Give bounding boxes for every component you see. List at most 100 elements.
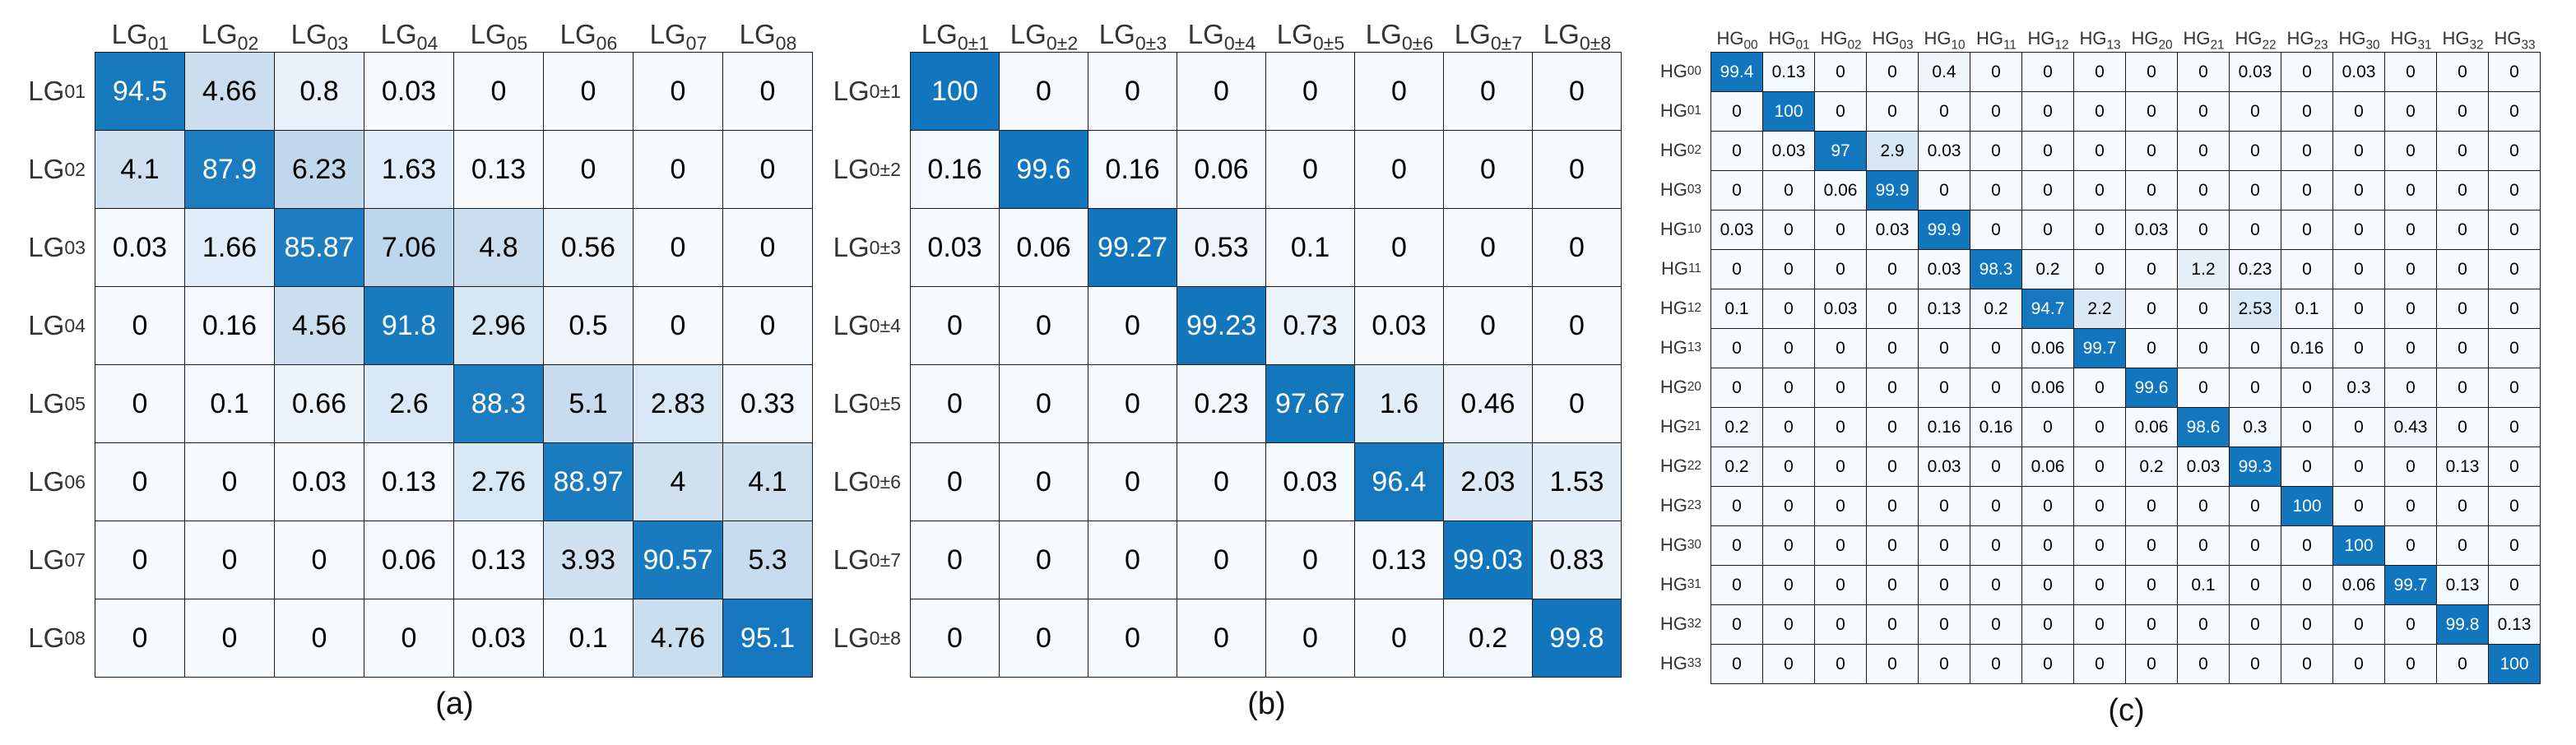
matrix-cell-HG03-HG21: 0	[2178, 171, 2229, 210]
matrix-cell-LG0±8-LG0±8: 99.8	[1533, 599, 1621, 677]
matrix-cell-HG21-HG22: 0.3	[2230, 408, 2281, 447]
matrix-cell-HG30-HG22: 0	[2230, 526, 2281, 565]
matrix-cell-HG00-HG11: 0	[1970, 53, 2021, 91]
col-header-LG07: LG07	[649, 19, 708, 54]
matrix-cell-HG01-HG31: 0	[2385, 92, 2436, 131]
matrix-cell-HG22-HG02: 0	[1815, 447, 1866, 486]
matrix-cell-HG21-HG01: 0	[1763, 408, 1814, 447]
column-headers-c: HG00 HG01 HG02 HG03 HG10 HG11 HG12 HG13 HG20 HG21…	[1711, 2, 2541, 52]
matrix-cell-HG31-HG30: 0.06	[2333, 566, 2384, 604]
matrix-cell-LG0±5-LG0±5: 97.67	[1266, 365, 1354, 442]
matrix-cell-LG08-LG03: 0	[275, 599, 364, 677]
matrix-cell-HG32-HG00: 0	[1711, 605, 1762, 644]
matrix-cell-HG20-HG02: 0	[1815, 368, 1866, 407]
matrix-cell-LG08-LG02: 0	[185, 599, 274, 677]
matrix-cell-HG00-HG13: 0	[2074, 53, 2125, 91]
matrix-cell-HG11-HG23: 0	[2281, 250, 2332, 289]
matrix-cell-HG02-HG00: 0	[1711, 132, 1762, 170]
matrix-cell-HG32-HG23: 0	[2281, 605, 2332, 644]
matrix-cell-LG0±6-LG0±1: 0	[911, 443, 999, 521]
matrix-cell-HG01-HG30: 0	[2333, 92, 2384, 131]
matrix-cell-HG23-HG03: 0	[1867, 487, 1918, 525]
matrix-cell-LG04-LG07: 0	[634, 287, 722, 364]
row-label-HG01: HG 01	[1659, 100, 1701, 121]
row-label-HG12: HG 12	[1659, 298, 1701, 318]
matrix-cell-HG22-HG03: 0	[1867, 447, 1918, 486]
matrix-cell-HG31-HG20: 0	[2126, 566, 2177, 604]
col-header-LG0±6: LG0±6	[1365, 19, 1434, 54]
matrix-cell-LG0±3-LG0±8: 0	[1533, 209, 1621, 286]
matrix-cell-HG23-HG00: 0	[1711, 487, 1762, 525]
matrix-cell-LG02-LG03: 6.23	[275, 131, 364, 208]
matrix-cell-LG0±4-LG0±4: 99.23	[1177, 287, 1265, 364]
col-header-HG20: HG20	[2131, 28, 2173, 53]
matrix-cell-LG0±6-LG0±3: 0	[1088, 443, 1177, 521]
col-header-HG12: HG12	[2027, 28, 2069, 53]
row-label-LG0±7: LG 0±7	[833, 544, 901, 575]
matrix-cell-HG10-HG02: 0	[1815, 211, 1866, 249]
matrix-cell-LG03-LG04: 7.06	[364, 209, 453, 286]
matrix-cell-HG11-HG00: 0	[1711, 250, 1762, 289]
matrix-cell-LG0±7-LG0±7: 99.03	[1444, 521, 1532, 599]
matrix-cell-HG13-HG21: 0	[2178, 329, 2229, 368]
matrix-cell-LG05-LG06: 5.1	[544, 365, 633, 442]
matrix-cell-HG20-HG20: 99.6	[2126, 368, 2177, 407]
matrix-cell-LG0±8-LG0±2: 0	[1000, 599, 1088, 677]
matrix-cell-HG21-HG21: 98.6	[2178, 408, 2229, 447]
matrix-cell-HG03-HG01: 0	[1763, 171, 1814, 210]
matrix-cell-LG07-LG02: 0	[185, 521, 274, 599]
matrix-cell-HG33-HG00: 0	[1711, 645, 1762, 683]
matrix-cell-LG0±1-LG0±1: 100	[911, 53, 999, 130]
matrix-cell-LG01-LG07: 0	[634, 53, 722, 130]
matrix-cell-LG04-LG02: 0.16	[185, 287, 274, 364]
matrix-cell-HG12-HG10: 0.13	[1919, 289, 1970, 328]
matrix-cell-HG12-HG00: 0.1	[1711, 289, 1762, 328]
matrix-cell-HG32-HG32: 99.8	[2437, 605, 2488, 644]
matrix-cell-HG13-HG23: 0.16	[2281, 329, 2332, 368]
col-header-LG04: LG04	[380, 19, 439, 54]
col-header-LG02: LG02	[201, 19, 259, 54]
matrix-cell-HG12-HG33: 0	[2489, 289, 2540, 328]
matrix-cell-LG0±3-LG0±1: 0.03	[911, 209, 999, 286]
matrix-body-a: LG 01 LG 02 LG 03 LG 04 LG 05 LG 06 LG 07 LG 08 94.5 4.6…	[2, 52, 814, 678]
matrix-cell-HG20-HG12: 0.06	[2022, 368, 2073, 407]
matrix-cell-LG08-LG01: 0	[95, 599, 184, 677]
matrix-cell-LG05-LG07: 2.83	[634, 365, 722, 442]
matrix-cell-LG0±5-LG0±7: 0.46	[1444, 365, 1532, 442]
matrix-cell-HG01-HG12: 0	[2022, 92, 2073, 131]
matrix-cell-HG00-HG30: 0.03	[2333, 53, 2384, 91]
matrix-cell-HG11-HG30: 0	[2333, 250, 2384, 289]
matrix-cell-LG02-LG07: 0	[634, 131, 722, 208]
matrix-cell-HG12-HG21: 0	[2178, 289, 2229, 328]
matrix-cell-HG02-HG21: 0	[2178, 132, 2229, 170]
matrix-cell-HG10-HG00: 0.03	[1711, 211, 1762, 249]
matrix-cell-HG31-HG10: 0	[1919, 566, 1970, 604]
matrix-cell-HG23-HG13: 0	[2074, 487, 2125, 525]
matrix-cell-HG30-HG10: 0	[1919, 526, 1970, 565]
matrix-cell-LG0±4-LG0±6: 0.03	[1355, 287, 1443, 364]
matrix-cell-LG0±6-LG0±5: 0.03	[1266, 443, 1354, 521]
matrix-cell-HG23-HG02: 0	[1815, 487, 1866, 525]
matrix-cell-HG21-HG31: 0.43	[2385, 408, 2436, 447]
col-header-LG01: LG01	[111, 19, 169, 54]
col-header-HG13: HG13	[2079, 28, 2121, 53]
matrix-cell-HG33-HG01: 0	[1763, 645, 1814, 683]
matrix-cell-LG07-LG03: 0	[275, 521, 364, 599]
matrix-cell-HG03-HG02: 0.06	[1815, 171, 1866, 210]
matrix-cell-LG0±2-LG0±7: 0	[1444, 131, 1532, 208]
matrix-cell-HG30-HG03: 0	[1867, 526, 1918, 565]
matrix-cell-HG11-HG12: 0.2	[2022, 250, 2073, 289]
matrix-cell-LG0±2-LG0±2: 99.6	[1000, 131, 1088, 208]
matrix-cell-LG04-LG05: 2.96	[454, 287, 543, 364]
matrix-cell-HG30-HG01: 0	[1763, 526, 1814, 565]
matrix-cell-HG12-HG20: 0	[2126, 289, 2177, 328]
matrix-cell-HG02-HG33: 0	[2489, 132, 2540, 170]
matrix-cell-LG0±4-LG0±2: 0	[1000, 287, 1088, 364]
matrix-cell-HG03-HG11: 0	[1970, 171, 2021, 210]
matrix-cell-HG03-HG31: 0	[2385, 171, 2436, 210]
matrix-cell-HG02-HG31: 0	[2385, 132, 2436, 170]
matrix-cell-HG32-HG21: 0	[2178, 605, 2229, 644]
matrix-cell-HG11-HG02: 0	[1815, 250, 1866, 289]
matrix-cell-HG21-HG32: 0	[2437, 408, 2488, 447]
matrix-cell-HG32-HG20: 0	[2126, 605, 2177, 644]
